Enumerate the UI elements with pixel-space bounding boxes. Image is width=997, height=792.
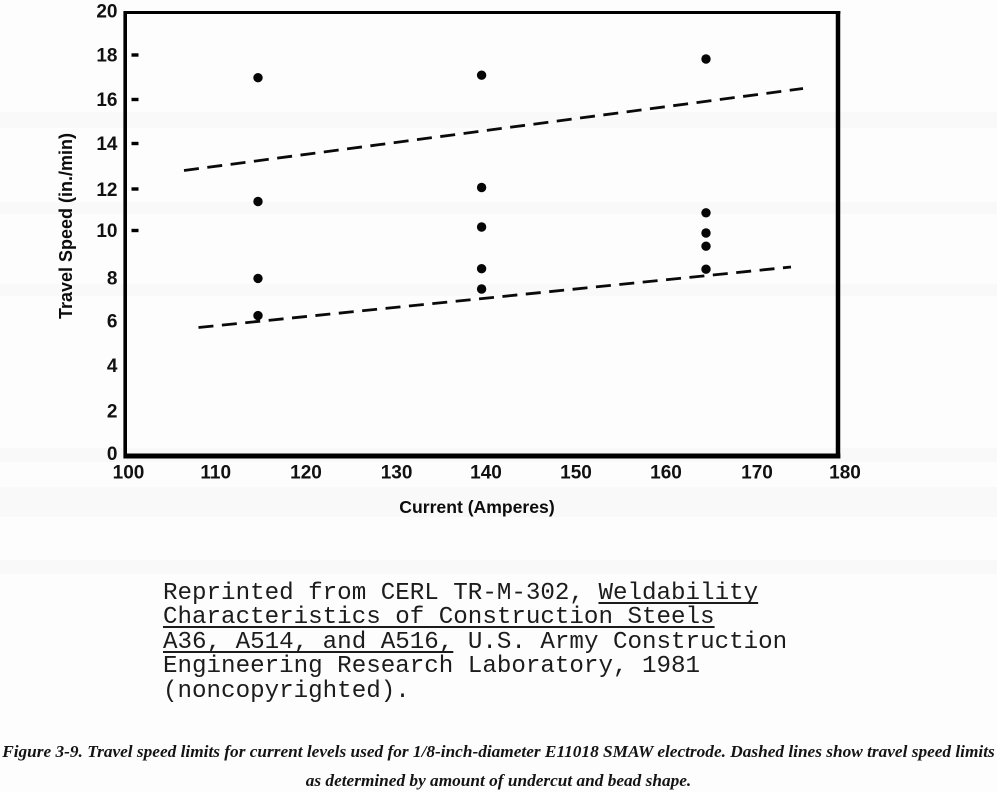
svg-text:120: 120 <box>290 462 322 483</box>
svg-text:18: 18 <box>96 46 117 67</box>
svg-text:180: 180 <box>829 462 861 483</box>
svg-text:Travel Speed (in./min): Travel Speed (in./min) <box>56 133 76 319</box>
svg-text:150: 150 <box>560 462 592 483</box>
svg-text:20: 20 <box>96 2 117 23</box>
svg-text:10: 10 <box>96 221 117 242</box>
svg-text:4: 4 <box>107 356 118 377</box>
svg-text:160: 160 <box>650 462 682 483</box>
svg-text:12: 12 <box>96 180 117 201</box>
svg-text:170: 170 <box>741 462 773 483</box>
svg-text:130: 130 <box>381 462 413 483</box>
svg-text:0: 0 <box>107 444 118 465</box>
svg-text:110: 110 <box>200 462 231 483</box>
svg-text:6: 6 <box>107 312 118 333</box>
svg-text:2: 2 <box>107 402 118 423</box>
svg-text:14: 14 <box>96 134 118 155</box>
svg-text:100: 100 <box>113 462 145 483</box>
svg-text:8: 8 <box>107 269 118 290</box>
svg-text:140: 140 <box>470 462 502 483</box>
svg-text:16: 16 <box>96 90 117 111</box>
svg-text:Current (Amperes): Current (Amperes) <box>399 497 554 517</box>
